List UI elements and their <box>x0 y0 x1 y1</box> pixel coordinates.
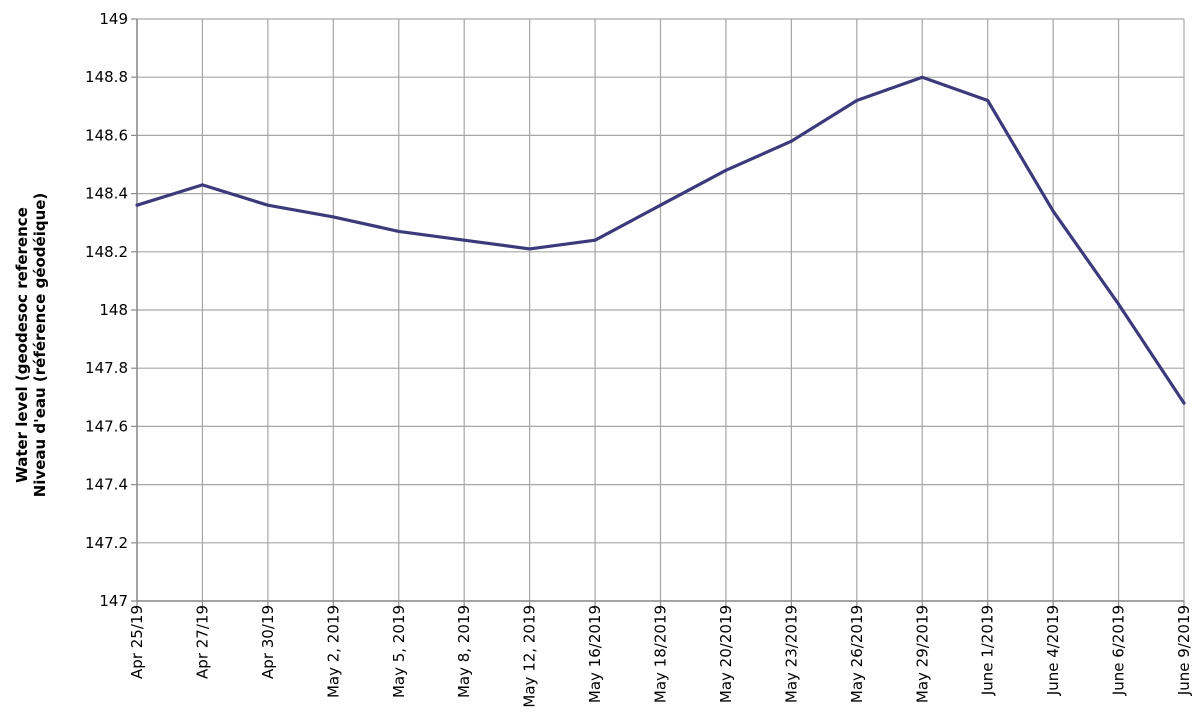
data-point <box>200 183 204 187</box>
data-point <box>266 203 270 207</box>
x-tick-label: May 16/2019 <box>586 605 604 703</box>
x-tick-label: May 18/2019 <box>652 605 670 703</box>
data-point <box>1182 401 1186 405</box>
y-axis-title: Water level (geodesoc reference Niveau d… <box>13 193 49 498</box>
x-tick-label: May 12, 2019 <box>521 605 539 708</box>
y-tick-label: 147.4 <box>85 476 128 494</box>
data-point <box>462 238 466 242</box>
x-tick-label: May 8, 2019 <box>455 605 473 698</box>
data-point <box>659 203 662 207</box>
x-tick-label: May 29/2019 <box>913 605 931 703</box>
x-tick-label: May 26/2019 <box>848 605 866 703</box>
y-tick-label: 149 <box>99 10 128 28</box>
y-tick-label: 148 <box>99 301 128 319</box>
data-point <box>724 168 728 172</box>
x-tick-label: May 20/2019 <box>717 605 735 703</box>
y-tick-label: 147.2 <box>85 534 128 552</box>
y-tick-label: 148.8 <box>85 68 128 86</box>
y-axis-title-line-1: Water level (geodesoc reference <box>13 207 31 483</box>
grid-lines <box>136 18 1185 602</box>
data-point <box>855 98 859 102</box>
y-axis-title-line-2: Niveau d'eau (référence géodéique) <box>31 193 49 498</box>
y-tick-labels: 147 147.2 147.4 147.6 147.8 148 148.2 148.4 148.… <box>85 10 128 610</box>
x-tick-labels: Apr 25/19 Apr 27/19 Apr 30/19 May 2, 2019 Ma… <box>128 605 1192 708</box>
data-point <box>789 139 793 143</box>
data-point <box>920 75 924 79</box>
y-tick-label: 147 <box>99 592 128 610</box>
x-tick-label: June 6/2019 <box>1110 605 1128 696</box>
data-point <box>135 203 139 207</box>
y-tick-label: 148.2 <box>85 243 128 261</box>
data-point <box>986 98 990 102</box>
data-point <box>331 215 335 219</box>
x-tick-label: June 9/2019 <box>1175 605 1192 696</box>
data-point <box>1117 302 1121 306</box>
x-tick-label: June 1/2019 <box>979 605 997 696</box>
y-tick-label: 147.6 <box>85 417 128 435</box>
x-tick-label: May 23/2019 <box>782 605 800 703</box>
y-tick-label: 147.8 <box>85 359 128 377</box>
x-tick-label: Apr 30/19 <box>259 605 277 679</box>
x-tick-label: May 2, 2019 <box>324 605 342 698</box>
x-tick-label: Apr 25/19 <box>128 605 146 679</box>
x-tick-label: Apr 27/19 <box>193 605 211 679</box>
data-point <box>397 229 401 233</box>
x-tick-label: June 4/2019 <box>1044 605 1062 696</box>
x-tick-label: May 5, 2019 <box>390 605 408 698</box>
series-layer <box>135 75 1186 405</box>
y-tick-label: 148.4 <box>85 185 128 203</box>
data-point <box>528 247 532 251</box>
y-tick-label: 148.6 <box>85 126 128 144</box>
data-point <box>593 238 597 242</box>
data-point <box>1051 209 1055 213</box>
axes <box>131 18 1185 607</box>
